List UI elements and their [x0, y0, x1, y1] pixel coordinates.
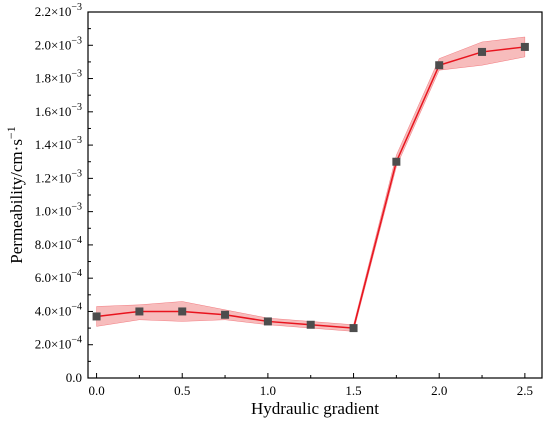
y-tick-label: 6.0×10−4: [35, 268, 82, 285]
y-tick-label: 2.0×10−4: [35, 335, 82, 352]
y-tick-label: 1.8×10−3: [35, 69, 82, 86]
data-point-4: [263, 317, 272, 326]
y-axis-title: Permeability/cm·s−1: [4, 126, 26, 263]
data-point-5: [306, 320, 315, 329]
y-tick-label: 1.2×10−3: [35, 168, 82, 185]
data-point-7: [392, 157, 401, 166]
y-axis-title-sup: −1: [4, 126, 18, 139]
y-tick-label: 0.0: [66, 370, 82, 385]
x-axis: 0.0 0.5 1.0 1.5 2.0 2.5: [88, 373, 533, 398]
y-tick-label: 2.0×10−3: [35, 35, 82, 52]
x-tick-label: 2.0: [431, 383, 447, 398]
data-point-9: [478, 47, 487, 56]
series-0-band: [96, 36, 526, 332]
x-tick-label: 0.5: [174, 383, 190, 398]
x-axis-title: Hydraulic gradient: [251, 399, 379, 418]
x-tick-label: 2.5: [517, 383, 533, 398]
x-tick-label: 0.0: [88, 383, 104, 398]
data-point-0: [92, 312, 101, 321]
y-tick-label: 1.4×10−3: [35, 135, 82, 152]
series-0-line: [96, 46, 525, 329]
data-point-3: [221, 310, 230, 319]
y-tick-label: 2.2×10−3: [35, 2, 82, 19]
y-axis: 0.0 2.0×10−4 4.0×10−4 6.0×10−4 8.0×10−4 1.0×1…: [35, 2, 93, 385]
y-tick-label: 8.0×10−4: [35, 235, 82, 252]
x-tick-label: 1.0: [260, 383, 276, 398]
data-point-8: [435, 61, 444, 70]
plot-area: [92, 36, 529, 333]
x-tick-label: 1.5: [345, 383, 361, 398]
data-point-10: [520, 42, 529, 51]
data-point-6: [349, 324, 358, 333]
y-tick-label: 1.0×10−3: [35, 202, 82, 219]
y-axis-title-main: Permeability/cm·s: [7, 139, 26, 264]
y-tick-label: 4.0×10−4: [35, 301, 82, 318]
data-point-2: [178, 307, 187, 316]
data-point-1: [135, 307, 144, 316]
y-tick-label: 1.6×10−3: [35, 102, 82, 119]
